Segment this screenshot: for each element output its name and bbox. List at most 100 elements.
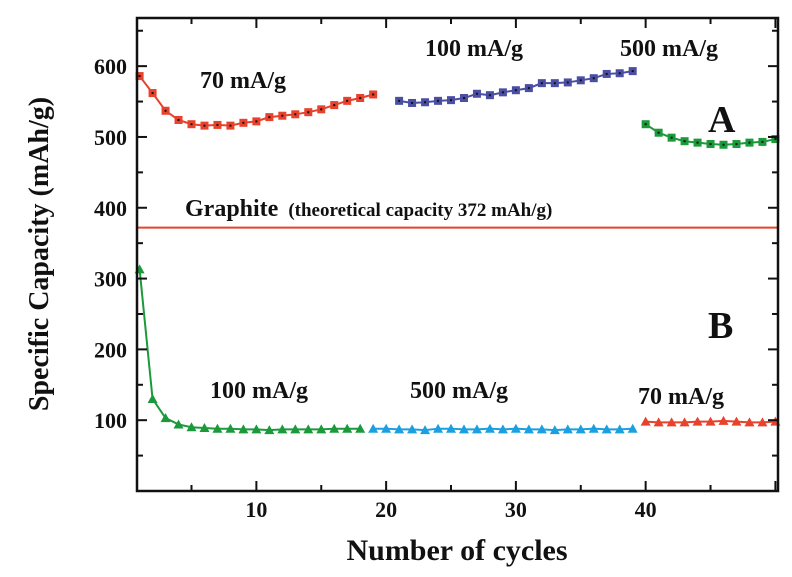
data-point [484,423,495,433]
data-point-center [722,143,725,146]
data-point [692,416,703,426]
y-tick-label: 500 [94,125,127,150]
data-point [666,417,677,427]
data-point [653,417,664,427]
data-point-center [164,109,167,112]
x-tick-label: 30 [505,497,527,522]
data-point [614,424,625,434]
data-point-center [488,94,491,97]
data-point [420,425,431,435]
data-point-center [514,89,517,92]
data-point [199,422,210,432]
data-point-center [605,72,608,75]
data-point-center [151,92,154,95]
data-point-center [216,123,219,126]
data-point [744,417,755,427]
data-point [562,424,573,434]
data-point-center [566,81,569,84]
plot-frame [135,16,780,493]
data-point [523,424,534,434]
data-point-center [177,118,180,121]
data-point-center [527,87,530,90]
data-point-center [644,123,647,126]
data-point-center [683,140,686,143]
data-point-center [475,92,478,95]
data-point [329,423,340,433]
data-point [458,424,469,434]
data-point-center [631,70,634,73]
data-point-center [411,101,414,104]
data-point [160,413,171,423]
data-point-center [424,101,427,104]
data-point-center [501,91,504,94]
y-tick-label: 600 [94,54,127,79]
data-point [575,424,586,434]
series-a-0 [135,72,378,130]
data-point-center [255,120,258,123]
graphite-label: Graphite (theoretical capacity 372 mAh/g… [185,196,552,222]
data-point [679,417,690,427]
x-tick-label: 10 [245,497,267,522]
data-point-center [579,79,582,82]
annotation-b-500: 500 mA/g [410,378,508,404]
data-point-center [307,111,310,114]
y-tick-label: 100 [94,408,127,433]
data-point-center [320,108,323,111]
annotation-a-70: 70 mA/g [200,68,286,94]
data-point [588,423,599,433]
data-point [536,424,547,434]
series-b-4 [368,423,638,435]
data-point-center [294,113,297,116]
data-point-center [761,140,764,143]
y-tick-label: 300 [94,267,127,292]
data-point [627,423,638,433]
data-point [497,424,508,434]
data-point [549,425,560,435]
data-point-center [774,138,777,141]
label-b: B [708,305,733,347]
label-a: A [708,99,736,141]
data-point-center [696,141,699,144]
data-point [718,415,729,425]
data-point [303,424,314,434]
data-point-center [346,99,349,102]
data-point-center [553,82,556,85]
y-tick-label: 200 [94,337,127,362]
data-point-center [618,72,621,75]
data-point-center [398,99,401,102]
series-line [138,269,361,432]
data-point-center [670,136,673,139]
data-point [342,423,353,433]
data-point [510,423,521,433]
series-a-2 [641,120,780,149]
data-point-center [242,121,245,124]
data-point-center [540,82,543,85]
data-point-center [592,77,595,80]
data-point-center [450,99,453,102]
data-point-center [359,97,362,100]
data-point-center [203,124,206,127]
data-point [368,423,379,433]
data-point [173,419,184,429]
x-axis-label: Number of cycles [346,534,567,567]
data-point [757,417,768,427]
chart-marks [134,67,781,435]
annotation-b-70: 70 mA/g [638,384,724,410]
data-point-center [372,93,375,96]
data-point [355,423,366,433]
data-point [394,424,405,434]
data-point-center [748,141,751,144]
data-point [731,416,742,426]
data-point [381,423,392,433]
axis-ticks: 10 20 30 40 100 200 300 400 500 600 [94,18,778,522]
data-point [640,416,651,426]
data-point-center [462,97,465,100]
data-point [601,424,612,434]
data-point-center [281,114,284,117]
data-point-center [657,131,660,134]
annotation-b-100: 100 mA/g [210,378,308,404]
graphite-title: Graphite [185,196,279,222]
data-point [705,416,716,426]
data-point [433,423,444,433]
series-b-5 [640,415,781,427]
